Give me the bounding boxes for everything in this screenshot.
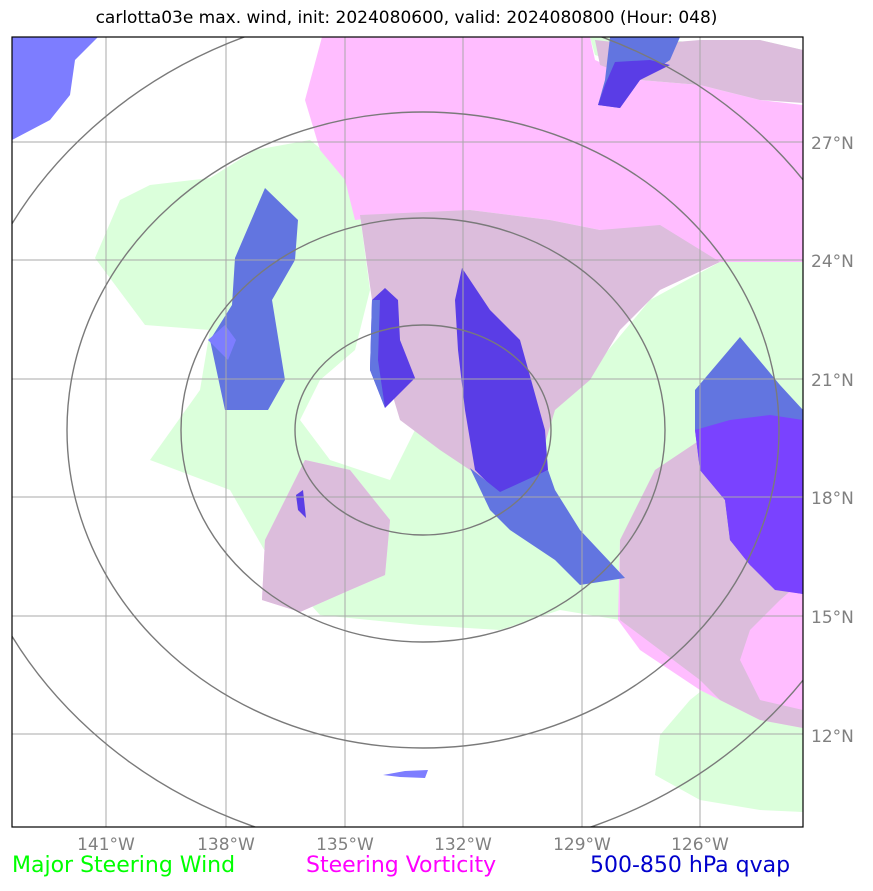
- qvap-regions: [12, 37, 803, 778]
- lat-tick-labels: 27°N 24°N 21°N 18°N 15°N 12°N: [811, 134, 854, 747]
- range-ring: [180, 217, 666, 643]
- lat-label-18n: 18°N: [811, 489, 854, 509]
- lat-label-24n: 24°N: [811, 252, 854, 272]
- lon-label-135w: 135°W: [316, 835, 374, 855]
- range-ring: [66, 111, 780, 749]
- map-plot-area: [12, 37, 803, 827]
- legend-major-steering-wind: Major Steering Wind: [12, 853, 236, 878]
- lon-label-138w: 138°W: [197, 835, 255, 855]
- qvap-main-band: [455, 268, 548, 495]
- qvap-nw-blob: [12, 37, 98, 140]
- lon-label-126w: 126°W: [671, 835, 729, 855]
- map-frame: [11, 36, 804, 828]
- lat-label-15n: 15°N: [811, 608, 854, 628]
- range-rings: [12, 37, 803, 827]
- qvap-center-band: [370, 288, 415, 408]
- legend-steering-vorticity: Steering Vorticity: [306, 853, 497, 878]
- lat-label-21n: 21°N: [811, 371, 854, 391]
- range-ring: [294, 324, 552, 536]
- qvap-ne-core: [598, 60, 670, 108]
- lon-label-141w: 141°W: [77, 835, 135, 855]
- lon-label-132w: 132°W: [434, 835, 492, 855]
- lat-label-27n: 27°N: [811, 134, 854, 154]
- qvap-south-fleck: [383, 770, 428, 778]
- lat-label-12n: 12°N: [811, 727, 854, 747]
- map-title: carlotta03e max. wind, init: 2024080600,…: [95, 8, 718, 28]
- lon-label-129w: 129°W: [553, 835, 611, 855]
- lon-tick-labels: 141°W 138°W 135°W 132°W 129°W 126°W: [77, 835, 729, 855]
- legend-qvap: 500-850 hPa qvap: [590, 853, 791, 878]
- qvap-east-core: [695, 415, 803, 594]
- qvap-west-light: [208, 325, 236, 360]
- qvap-west-band: [210, 188, 298, 410]
- qvap-center-edge: [370, 300, 385, 408]
